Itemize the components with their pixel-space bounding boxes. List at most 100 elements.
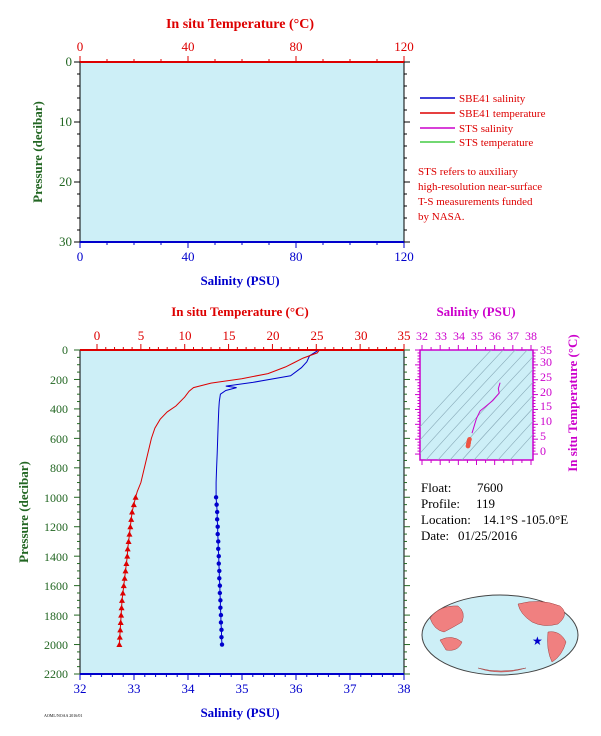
surface-salinity-tick-label: 120 [394,249,414,264]
surface-pressure-tick-label: 10 [59,114,72,129]
profile-temp-tick-label: 15 [223,328,236,343]
data-point-sbe41-temperature [128,516,135,522]
profile-temperature-tick-labels: 0 5 10 15 20 25 30 35 [94,328,411,343]
ts-temp-tick-label: 35 [540,343,552,357]
profile-salinity-tick-labels: 32 33 34 35 36 37 38 [74,681,411,696]
location-label: Location: [421,512,471,527]
ts-isopycnal-line [473,394,533,460]
profile-minor-ticks [74,344,410,680]
data-point-sbe41-temperature [117,619,124,625]
surface-panel: In situ Temperature (°C) 0 40 80 120 0 4… [30,17,414,288]
profile-temp-tick-label: 20 [267,328,280,343]
surface-temp-tick-label: 0 [77,39,84,54]
surface-temp-tick-label: 40 [182,39,195,54]
data-point-sbe41-temperature [120,582,127,589]
surface-salinity-tick-label: 0 [77,249,84,264]
data-point-sbe41-salinity [218,605,223,610]
profile-pressure-tick-label: 800 [50,461,68,475]
surface-pressure-tick-label: 0 [66,54,73,69]
surface-temp-tick-label: 120 [394,39,414,54]
date-label: Date: [421,528,449,543]
ts-isopycnal-line [485,407,533,460]
profile-temp-tick-label: 25 [311,328,324,343]
ts-isopycnal-line [449,369,533,460]
profile-panel: In situ Temperature (°C) 0 5 10 15 20 25… [16,304,411,720]
ts-salinity-tick-label: 34 [453,329,465,343]
profile-salinity-axis-title: Salinity (PSU) [200,705,279,720]
data-point-sbe41-salinity [216,546,221,552]
ts-diagram-panel: Salinity (PSU) 32 33 34 35 36 37 38 0 5 … [415,304,580,472]
ts-temp-tick-label: 15 [540,399,552,413]
data-point-sbe41-temperature [129,509,136,515]
data-point-sbe41-temperature [122,567,129,574]
data-point-sbe41-temperature [132,494,139,500]
map-land-asia [429,605,464,633]
map-land-north-america [517,601,565,626]
surface-pressure-tick-label: 30 [59,234,72,249]
data-point-sbe41-salinity [216,539,221,544]
data-point-sbe41-temperature [118,604,125,611]
data-point-sbe41-salinity [214,517,220,522]
ts-salinity-tick-label: 37 [507,329,519,343]
data-point-sbe41-salinity [214,509,220,515]
map-landmasses [429,601,567,673]
profile-salinity-tick-label: 32 [74,681,87,696]
legend-label-sbe41-salinity: SBE41 salinity [459,93,526,105]
data-point-sbe41-temperature [121,575,128,581]
ts-temp-tick-label: 25 [540,370,552,384]
profile-temp-tick-label: 10 [179,328,192,343]
data-point-sbe41-temperature [124,553,131,559]
ts-isopycnal-line [420,350,516,454]
ts-salinity-tick-labels: 32 33 34 35 36 37 38 [416,329,537,343]
profile-value: 119 [476,496,495,511]
world-map: ★ [421,594,579,676]
profile-salinity-tick-label: 38 [398,681,411,696]
float-location-star-icon: ★ [532,634,543,648]
footer-credit: AOML/NOAA 2016/01 [44,713,82,718]
profile-temperature-axis-title: In situ Temperature (°C) [171,304,309,319]
profile-pressure-tick-label: 2200 [44,667,68,681]
data-point-sbe41-salinity [215,524,220,529]
ts-salinity-tick-label: 35 [471,329,483,343]
profile-temp-tick-label: 5 [138,328,145,343]
data-point-sbe41-salinity [216,553,221,559]
profile-salinity-tick-label: 36 [290,681,304,696]
ts-salinity-tick-label: 32 [416,329,428,343]
surface-pressure-tick-label: 20 [59,174,72,189]
location-value: 14.1°S -105.0°E [483,512,568,527]
data-point-sbe41-temperature [130,501,137,508]
profile-label: Profile: [421,496,460,511]
surface-salinity-tick-label: 40 [182,249,195,264]
profile-pressure-tick-label: 2000 [44,638,68,652]
data-point-sbe41-salinity [216,561,221,566]
profile-salinity-tick-label: 33 [128,681,141,696]
data-point-sbe41-temperature [123,560,130,567]
ts-isopycnal-line [425,350,528,460]
surface-minor-ticks [74,56,410,248]
data-point-sbe41-salinity [217,590,223,596]
map-land-australia [439,637,463,651]
profile-pressure-axis-title: Pressure (decibar) [16,461,31,563]
data-point-sbe41-salinity [217,583,223,588]
profile-pressure-tick-label: 1400 [44,550,68,564]
surface-plot-area [79,61,405,243]
ts-line-sts-salinity [471,382,501,434]
data-point-sbe41-salinity [215,531,220,537]
profile-pressure-tick-label: 1800 [44,609,68,623]
legend: SBE41 salinity SBE41 temperature STS sal… [420,93,546,149]
surface-salinity-tick-label: 80 [290,249,303,264]
data-point-sbe41-salinity [219,642,225,647]
profile-salinity-tick-label: 34 [182,681,196,696]
data-point-sbe41-temperature [124,545,131,552]
ts-series [465,382,501,449]
ts-temp-tick-label: 5 [540,429,546,443]
ts-temp-tick-label: 30 [540,355,552,369]
profile-series [116,350,320,648]
data-point-sbe41-salinity [218,612,224,618]
ts-temperature-axis-title: In situ Temperature (°C) [565,334,580,472]
note-line: by NASA. [418,211,465,223]
data-point-sbe41-temperature [117,626,124,633]
data-point-sbe41-salinity [218,620,224,625]
ts-isopycnal-line [461,381,533,460]
